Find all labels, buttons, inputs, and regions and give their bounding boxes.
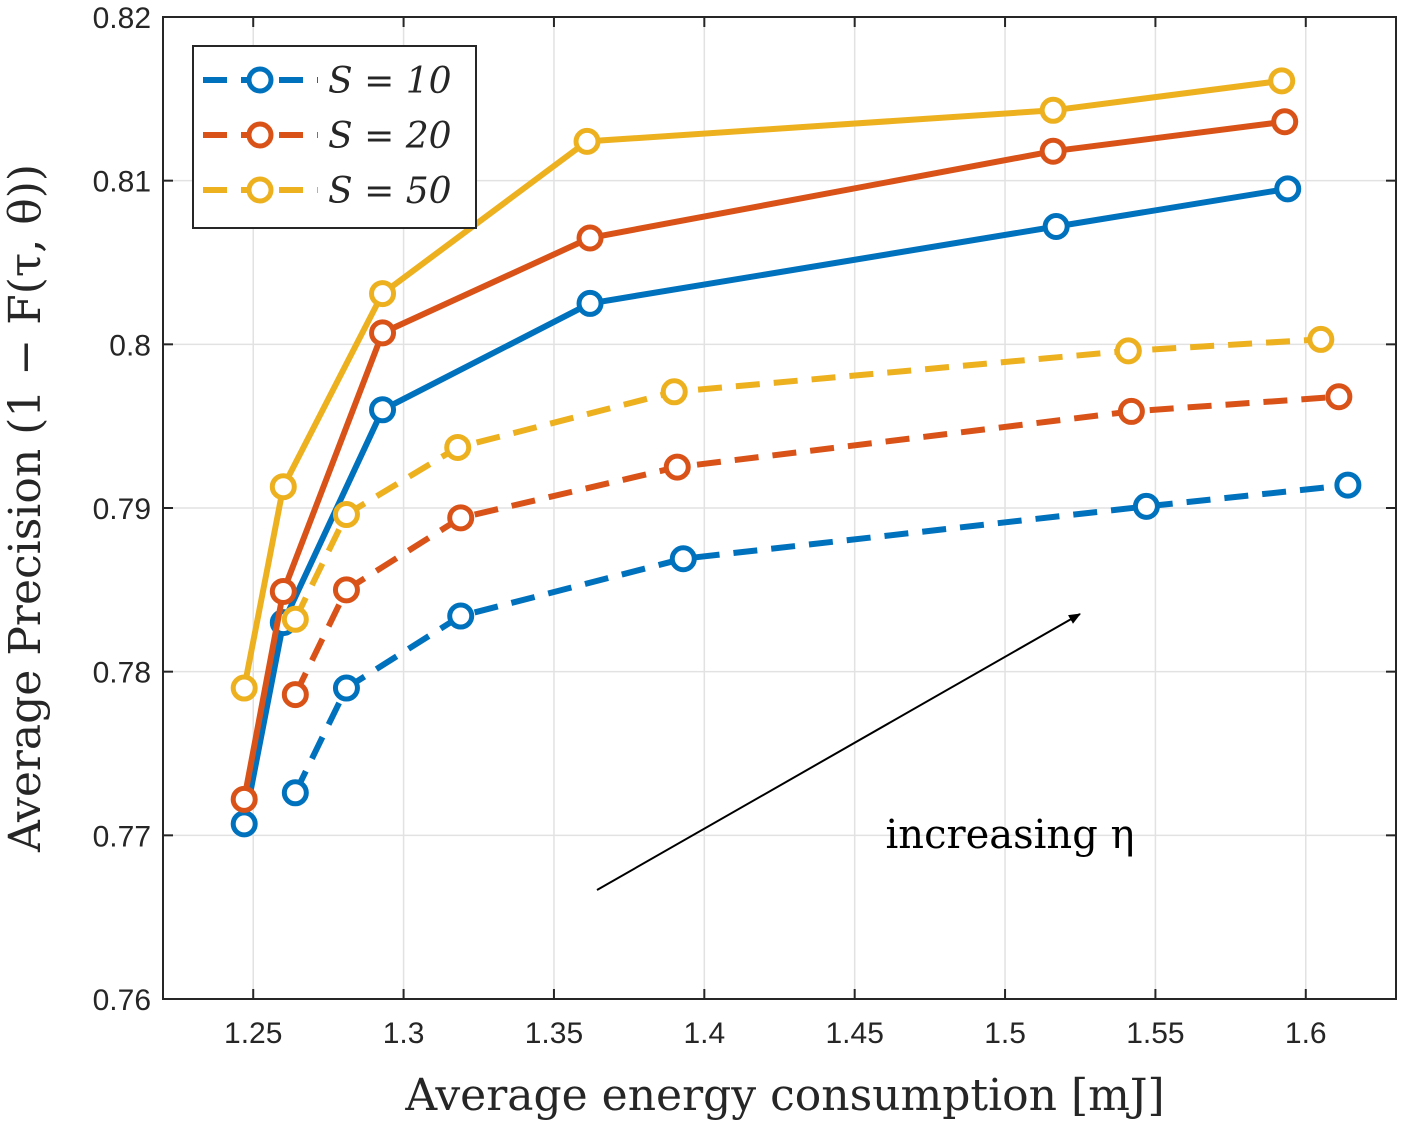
- series-line: [241, 77, 1283, 689]
- data-point: [281, 779, 309, 807]
- data-point: [369, 319, 397, 347]
- data-point: [1039, 96, 1067, 124]
- y-tick-label: 0.81: [93, 166, 151, 199]
- x-tick-label: 1.4: [683, 1017, 725, 1050]
- data-point: [1039, 137, 1067, 165]
- x-tick-label: 1.55: [1126, 1017, 1184, 1050]
- x-tick-label: 1.5: [984, 1017, 1026, 1050]
- series-solid-s50: [230, 67, 1296, 702]
- data-point: [369, 280, 397, 308]
- legend-marker: [246, 66, 274, 94]
- legend-marker: [246, 121, 274, 149]
- data-point: [447, 504, 475, 532]
- x-tick-label: 1.45: [825, 1017, 883, 1050]
- data-point: [269, 473, 297, 501]
- plot-series: [230, 67, 1362, 838]
- y-tick-label: 0.8: [109, 329, 151, 362]
- annotation-text: increasing η: [886, 812, 1135, 858]
- data-point: [1274, 175, 1302, 203]
- data-point: [573, 127, 601, 155]
- y-tick-label: 0.82: [93, 2, 151, 35]
- series-dashed-s10: [281, 471, 1362, 807]
- data-point: [1042, 212, 1070, 240]
- legend-label: S = 10: [328, 61, 452, 102]
- data-point: [576, 224, 604, 252]
- series-line: [241, 185, 1289, 825]
- data-point: [281, 605, 309, 633]
- legend-label: S = 20: [328, 116, 452, 157]
- y-tick-label: 0.79: [93, 493, 151, 526]
- legend: S = 10 S = 20 S = 50: [192, 45, 477, 229]
- data-point: [332, 674, 360, 702]
- data-point: [230, 810, 258, 838]
- annotation-arrow: [596, 613, 1081, 891]
- legend-marker: [246, 176, 274, 204]
- data-point: [1132, 492, 1160, 520]
- data-point: [1307, 325, 1335, 353]
- legend-label: S = 50: [328, 171, 452, 212]
- series-line: [241, 118, 1286, 800]
- x-tick-label: 1.6: [1285, 1017, 1327, 1050]
- legend-box: [192, 45, 477, 229]
- data-point: [576, 289, 604, 317]
- series-dashed-s20: [281, 383, 1353, 709]
- series-solid-s10: [230, 175, 1302, 838]
- y-tick-label: 0.77: [93, 820, 151, 853]
- x-tick-label: 1.3: [383, 1017, 425, 1050]
- data-point: [1117, 397, 1145, 425]
- data-point: [269, 577, 297, 605]
- data-point: [444, 433, 472, 461]
- data-point: [1268, 67, 1296, 95]
- series-line: [292, 393, 1340, 696]
- data-point: [230, 785, 258, 813]
- data-point: [281, 681, 309, 709]
- y-axis-label: Average Precision (1 − F(τ, θ)): [0, 164, 51, 853]
- x-axis-label: Average energy consumption [mJ]: [404, 1070, 1164, 1121]
- data-point: [1271, 108, 1299, 136]
- data-point: [332, 576, 360, 604]
- series-dashed-s50: [281, 325, 1335, 633]
- series-line: [292, 482, 1349, 795]
- series-line: [292, 336, 1321, 621]
- axis-ticks: 1.25 1.3 1.35 1.4 1.45 1.5 1.55 1.6 0.76 0.77 0.78…: [93, 2, 1396, 1050]
- data-point: [332, 501, 360, 529]
- x-tick-label: 1.35: [525, 1017, 583, 1050]
- data-point: [663, 453, 691, 481]
- data-point: [1334, 471, 1362, 499]
- data-point: [1114, 337, 1142, 365]
- data-point: [369, 396, 397, 424]
- series-solid-s20: [230, 108, 1299, 813]
- data-point: [660, 378, 688, 406]
- y-tick-label: 0.78: [93, 657, 151, 690]
- data-point: [447, 602, 475, 630]
- data-point: [1325, 383, 1353, 411]
- x-tick-label: 1.25: [224, 1017, 282, 1050]
- data-point: [669, 545, 697, 573]
- y-tick-label: 0.76: [93, 984, 151, 1017]
- data-point: [230, 674, 258, 702]
